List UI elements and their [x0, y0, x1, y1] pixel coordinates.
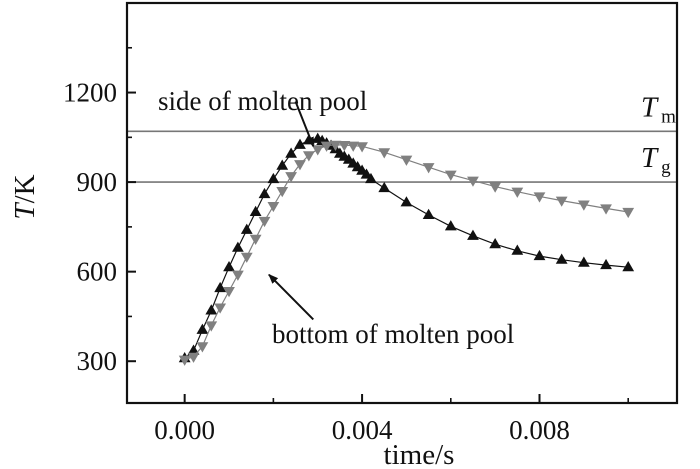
data-point-1-29: [555, 196, 568, 207]
data-point-1-10: [267, 201, 280, 213]
data-point-0-34: [511, 244, 524, 255]
data-point-1-7: [240, 252, 253, 263]
data-point-0-11: [276, 159, 289, 170]
data-point-1-28: [533, 192, 546, 203]
x-tick-label-1: 0.004: [332, 415, 393, 445]
x-tick-label-0: 0.000: [154, 415, 215, 445]
axes: 0.000 0.004 0.008 300 600 900 1200 time/s T/K: [9, 1, 679, 469]
data-point-1-21: [378, 148, 391, 159]
y-tick-label-3: 1200: [63, 78, 117, 108]
data-point-0-31: [444, 220, 457, 231]
y-tick-label-0: 300: [77, 346, 118, 376]
data-point-0-28: [378, 181, 391, 193]
data-point-1-5: [223, 287, 235, 298]
reference-subscript-m: m: [661, 106, 676, 127]
data-point-1-1: [187, 352, 200, 363]
data-point-1-18: [338, 141, 351, 152]
data-point-0-37: [577, 256, 590, 267]
data-point-1-14: [302, 151, 315, 162]
x-axis-title: time/s: [384, 439, 455, 469]
data-point-1-2: [196, 342, 209, 353]
data-point-0-33: [489, 237, 502, 249]
data-point-1-31: [600, 204, 612, 215]
annotation-label-1: bottom of molten pool: [272, 319, 514, 349]
data-point-1-32: [622, 207, 635, 219]
annotation-arrow-0: [294, 101, 315, 148]
plot-frame: [125, 1, 679, 405]
data-point-0-9: [258, 187, 271, 199]
data-point-1-19: [347, 141, 360, 152]
data-point-0-29: [400, 196, 413, 207]
y-tick-label-1: 600: [77, 257, 118, 287]
data-point-1-3: [205, 321, 218, 332]
data-point-1-22: [400, 155, 413, 166]
data-point-0-1: [187, 344, 200, 355]
data-point-1-27: [511, 187, 524, 198]
reference-subscript-g: g: [661, 157, 671, 178]
data-point-0-8: [249, 205, 262, 216]
data-point-0-12: [285, 147, 298, 158]
data-point-1-9: [258, 216, 271, 228]
data-point-0-2: [196, 323, 209, 334]
data-point-1-24: [444, 170, 457, 181]
data-point-0-10: [267, 172, 280, 184]
data-point-0-36: [555, 253, 568, 264]
data-point-1-15: [311, 145, 324, 156]
data-point-1-12: [285, 172, 298, 183]
annotation-arrow-1: [268, 273, 315, 321]
data-point-0-38: [600, 258, 612, 270]
y-axis-title-unit: /K: [9, 174, 41, 203]
x-tick-label-2: 0.008: [509, 415, 570, 445]
data-point-1-25: [467, 176, 479, 187]
data-point-0-30: [422, 208, 435, 219]
data-series: [178, 132, 635, 366]
data-point-0-6: [231, 241, 244, 252]
data-point-1-13: [294, 160, 306, 171]
data-point-1-23: [422, 163, 435, 174]
annotation-label-0: side of molten pool: [158, 86, 367, 116]
data-point-1-0: [178, 355, 191, 366]
data-point-1-30: [577, 200, 590, 211]
data-point-1-16: [320, 141, 333, 152]
y-tick-label-2: 900: [77, 167, 118, 197]
data-point-0-27: [365, 172, 377, 184]
data-point-0-3: [205, 304, 218, 315]
data-point-1-4: [214, 303, 227, 314]
data-point-0-5: [223, 260, 235, 272]
data-point-0-4: [214, 281, 227, 293]
data-point-1-17: [329, 140, 342, 151]
data-point-1-20: [356, 142, 368, 153]
data-point-0-32: [467, 229, 479, 240]
annotations: side of molten pool bottom of molten pool: [158, 86, 514, 349]
data-point-1-11: [276, 187, 289, 198]
data-point-0-39: [622, 260, 635, 272]
data-point-1-26: [489, 182, 502, 193]
y-axis-title-symbol: T: [9, 202, 41, 220]
data-point-1-6: [231, 270, 244, 281]
data-point-0-35: [533, 249, 546, 261]
y-axis-title: T/K: [9, 174, 41, 219]
data-point-0-7: [240, 223, 253, 234]
data-point-1-8: [249, 234, 262, 246]
data-point-0-13: [294, 138, 306, 149]
